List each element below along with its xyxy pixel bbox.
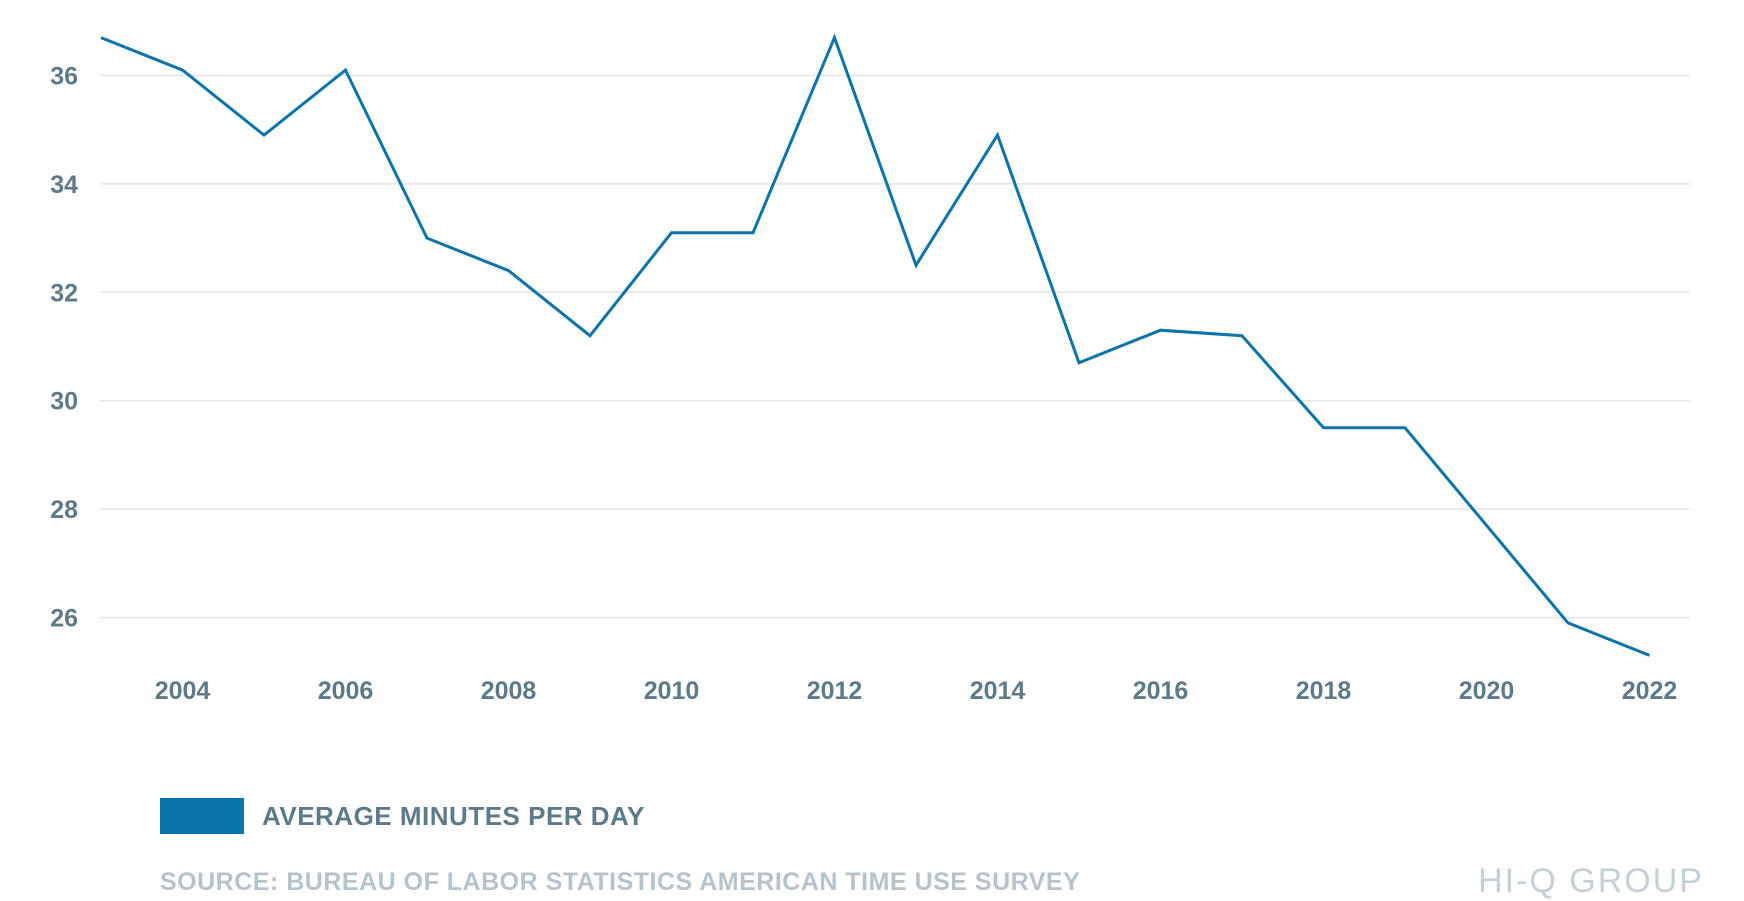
x-tick-label: 2012 [807, 677, 863, 705]
series-layer [100, 33, 1651, 657]
legend-swatch [160, 798, 244, 834]
x-tick-label: 2006 [318, 677, 374, 705]
y-axis-ticks: 26 28 30 32 34 36 [50, 63, 78, 633]
legend-label: AVERAGE MINUTES PER DAY [262, 800, 645, 831]
brand-logo: HI-Q GROUP [1478, 862, 1704, 900]
source-note: SOURCE: BUREAU OF LABOR STATISTICS AMERI… [160, 868, 1081, 896]
y-tick-label: 30 [50, 388, 78, 416]
y-tick-label: 26 [50, 605, 78, 633]
y-tick-label: 36 [50, 63, 78, 91]
gridlines [100, 74, 1690, 619]
x-tick-label: 2018 [1296, 677, 1352, 705]
y-tick-label: 34 [50, 171, 78, 199]
x-tick-label: 2008 [481, 677, 537, 705]
x-tick-label: 2016 [1133, 677, 1189, 705]
series-line-0 [100, 33, 1651, 657]
x-axis-ticks: 2004 2006 2008 2010 2012 2014 2016 2018 2020 2022 [155, 677, 1678, 705]
x-tick-label: 2022 [1622, 677, 1678, 705]
x-tick-label: 2020 [1459, 677, 1515, 705]
y-tick-label: 28 [50, 496, 78, 524]
y-tick-label: 32 [50, 279, 78, 307]
x-tick-label: 2010 [644, 677, 700, 705]
x-tick-label: 2004 [155, 677, 211, 705]
x-tick-label: 2014 [970, 677, 1026, 705]
legend: AVERAGE MINUTES PER DAY [160, 798, 645, 834]
